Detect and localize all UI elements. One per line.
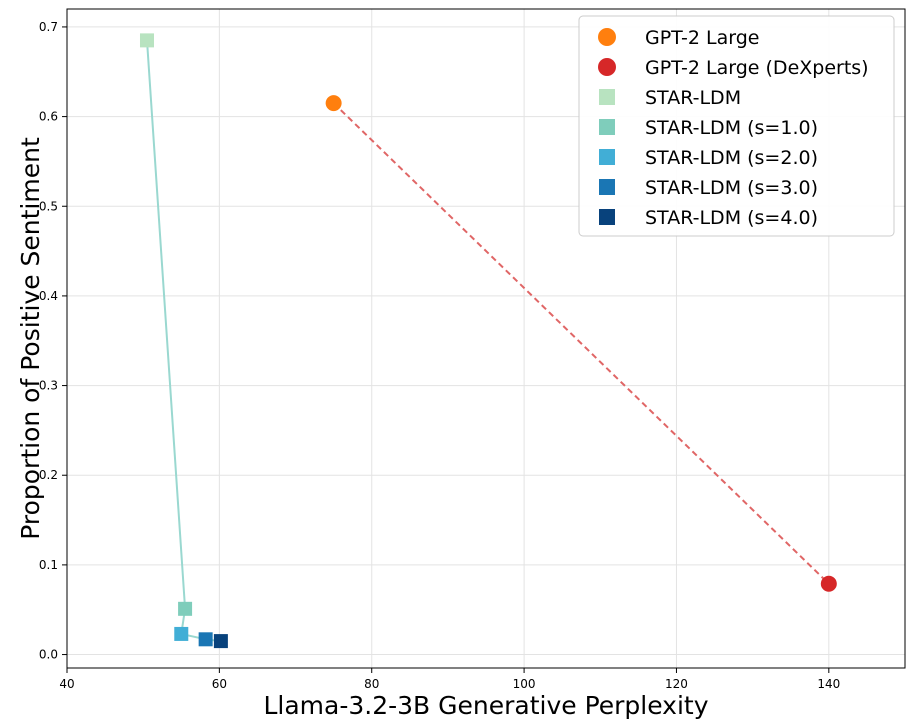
legend-label: STAR-LDM (s=3.0) (645, 177, 818, 199)
legend: GPT-2 Large GPT-2 Large (DeXperts) STAR-LD… (578, 15, 895, 237)
legend-label: STAR-LDM (s=1.0) (645, 117, 818, 139)
data-point-square (213, 634, 228, 649)
legend-box (578, 15, 895, 237)
data-point-square (198, 632, 213, 647)
legend-label: GPT-2 Large (645, 27, 759, 49)
legend-marker-square (599, 149, 615, 165)
legend-marker-circle (598, 28, 616, 46)
y-tick-label: 0.0 (39, 648, 58, 662)
legend-label: STAR-LDM (s=4.0) (645, 207, 818, 229)
y-tick-label: 0.7 (39, 20, 58, 34)
plot-frame (66, 8, 906, 669)
x-tick-label: 40 (59, 677, 74, 691)
legend-marker-square (599, 119, 615, 135)
legend-marker-circle (598, 58, 616, 76)
x-tick-label: 60 (212, 677, 227, 691)
y-tick-label: 0.1 (39, 558, 58, 572)
y-tick-label: 0.6 (39, 110, 58, 124)
legend-label: GPT-2 Large (DeXperts) (645, 57, 869, 79)
legend-label: STAR-LDM (s=2.0) (645, 147, 818, 169)
data-points (139, 33, 837, 649)
data-point-square (178, 601, 193, 616)
y-tick-label: 0.4 (39, 289, 58, 303)
legend-marker-square (599, 179, 615, 195)
y-tick-label: 0.2 (39, 468, 58, 482)
x-axis-title: Llama-3.2-3B Generative Perplexity (263, 691, 708, 720)
data-point-square (139, 33, 154, 48)
legend-marker-square (599, 209, 615, 225)
x-tick-label: 120 (665, 677, 688, 691)
data-point-square (174, 626, 189, 641)
axis-ticks: 40 60 80 100 120 140 0.0 0.1 0.2 0.3 0.4 0.5 0.6 0.7 (39, 20, 840, 691)
data-point-circle (325, 95, 342, 112)
data-point-circle (820, 575, 837, 592)
connector-line (332, 102, 830, 585)
y-tick-label: 0.5 (39, 199, 58, 213)
y-axis-title: Proportion of Positive Sentiment (16, 137, 45, 540)
x-tick-label: 140 (817, 677, 840, 691)
x-tick-label: 100 (513, 677, 536, 691)
legend-label: STAR-LDM (645, 87, 741, 109)
y-tick-label: 0.3 (39, 379, 58, 393)
legend-marker-square (599, 89, 615, 105)
connector-line (145, 40, 222, 643)
x-tick-label: 80 (364, 677, 379, 691)
